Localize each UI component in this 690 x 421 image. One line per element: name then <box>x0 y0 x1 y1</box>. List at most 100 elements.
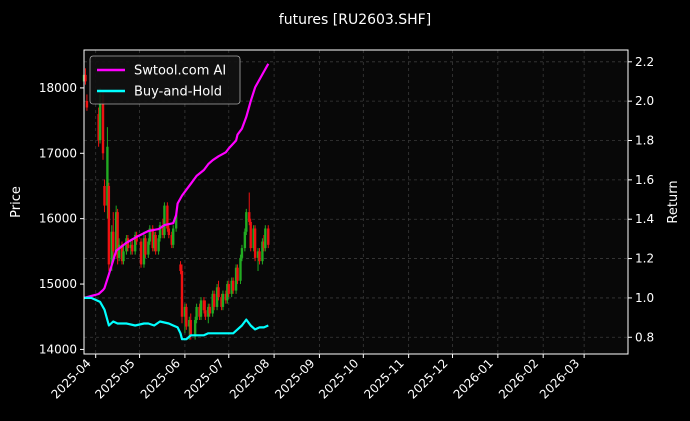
return-lines <box>83 63 270 341</box>
y-right-tick-label: 1.4 <box>635 212 654 226</box>
candle-body <box>217 287 220 298</box>
candle-body <box>107 185 111 265</box>
candle-body <box>240 248 244 258</box>
candle-body <box>139 241 143 265</box>
candle-body <box>122 251 125 262</box>
candle-body <box>256 251 260 258</box>
candle-body <box>114 212 118 252</box>
candle-body <box>163 205 166 236</box>
candle-body <box>129 244 132 249</box>
candle-body <box>207 306 210 317</box>
candle-body <box>262 241 266 249</box>
candle-body <box>135 235 138 242</box>
y-right-tick-label: 2.2 <box>635 55 654 69</box>
candle-body <box>188 320 191 327</box>
y-left-tick-label: 17000 <box>39 146 77 160</box>
candle-body <box>172 228 175 245</box>
candle-body <box>98 94 102 141</box>
candle-body <box>185 306 188 327</box>
candle-body <box>161 225 165 236</box>
y-axis-left-label: Price <box>9 186 24 218</box>
y-right-tick-label: 1.2 <box>635 252 654 266</box>
candle-body <box>211 293 214 314</box>
candle-body <box>195 306 198 321</box>
y-left-tick-label: 14000 <box>39 342 77 356</box>
candle-body <box>231 280 235 291</box>
y-right-tick-label: 1.0 <box>635 291 654 305</box>
y-left-tick-label: 15000 <box>39 277 77 291</box>
candle-body <box>243 231 247 249</box>
candle-body <box>131 244 134 252</box>
candle-body <box>174 215 178 229</box>
legend-box <box>89 55 241 105</box>
candlestick-series <box>82 68 270 340</box>
candle-body <box>103 185 106 206</box>
candle-body <box>261 241 264 262</box>
candle-body <box>170 235 173 245</box>
candle-body <box>253 228 257 258</box>
candle-body <box>167 228 171 236</box>
chart-title: futures [RU2603.SHF] <box>279 12 431 28</box>
plot-frame <box>83 49 629 355</box>
candle-body <box>101 94 105 154</box>
candle-body <box>106 146 109 206</box>
candle-body <box>125 238 128 252</box>
candle-body <box>151 228 154 249</box>
candle-body <box>202 300 206 311</box>
series-line-swtool-ai <box>83 63 270 299</box>
candle-body <box>252 228 255 249</box>
candle-body <box>157 238 160 252</box>
y-right-tick-label: 2.0 <box>635 94 654 108</box>
candle-body <box>212 293 216 307</box>
candle-body <box>110 231 113 265</box>
candle-body <box>221 293 225 307</box>
candle-body <box>199 300 203 317</box>
candle-body <box>166 205 169 229</box>
candle-body <box>189 320 192 337</box>
candle-body <box>248 212 251 222</box>
candle-body <box>245 212 248 232</box>
y-right-tick-label: 0.8 <box>635 330 654 344</box>
candle-body <box>264 228 267 249</box>
candle-body <box>133 235 137 252</box>
candle-body <box>198 306 201 317</box>
candle-body <box>249 221 252 249</box>
candle-body <box>224 293 228 301</box>
candle-body <box>142 238 146 265</box>
legend: Swtool.com AI Buy-and-Hold <box>89 55 241 105</box>
candle-body <box>226 284 229 301</box>
candle-body <box>179 264 182 271</box>
series-line-buy-and-hold <box>84 296 269 341</box>
candle-body <box>236 267 239 281</box>
candle-body <box>258 251 261 262</box>
candle-body <box>234 267 238 291</box>
candle-body <box>193 320 197 337</box>
candle-body <box>204 310 207 317</box>
y-right-tick-label: 1.6 <box>635 173 654 187</box>
candle-body <box>215 287 219 307</box>
candle-body <box>152 235 156 249</box>
y-left-tick-label: 18000 <box>39 81 77 95</box>
candle-body <box>97 114 100 141</box>
candle-body <box>183 306 187 317</box>
candle-body <box>267 228 270 245</box>
candle-body <box>144 238 147 255</box>
legend-label: Swtool.com AI <box>134 64 226 79</box>
y-axis-right-label: Return <box>666 180 681 223</box>
candle-body <box>84 74 87 82</box>
candle-body <box>158 225 162 239</box>
candle-body <box>230 280 233 294</box>
candle-body <box>154 235 157 252</box>
candle-body <box>117 244 121 258</box>
candle-body <box>112 231 115 252</box>
y-right-tick-label: 1.8 <box>635 134 654 148</box>
candle-body <box>148 228 152 242</box>
candle-body <box>220 297 223 307</box>
candle-body <box>120 244 124 262</box>
candle-body <box>147 241 150 255</box>
candle-body <box>208 306 211 314</box>
candle-body <box>227 284 230 294</box>
candle-body <box>85 100 89 108</box>
y-left-tick-label: 16000 <box>39 212 77 226</box>
